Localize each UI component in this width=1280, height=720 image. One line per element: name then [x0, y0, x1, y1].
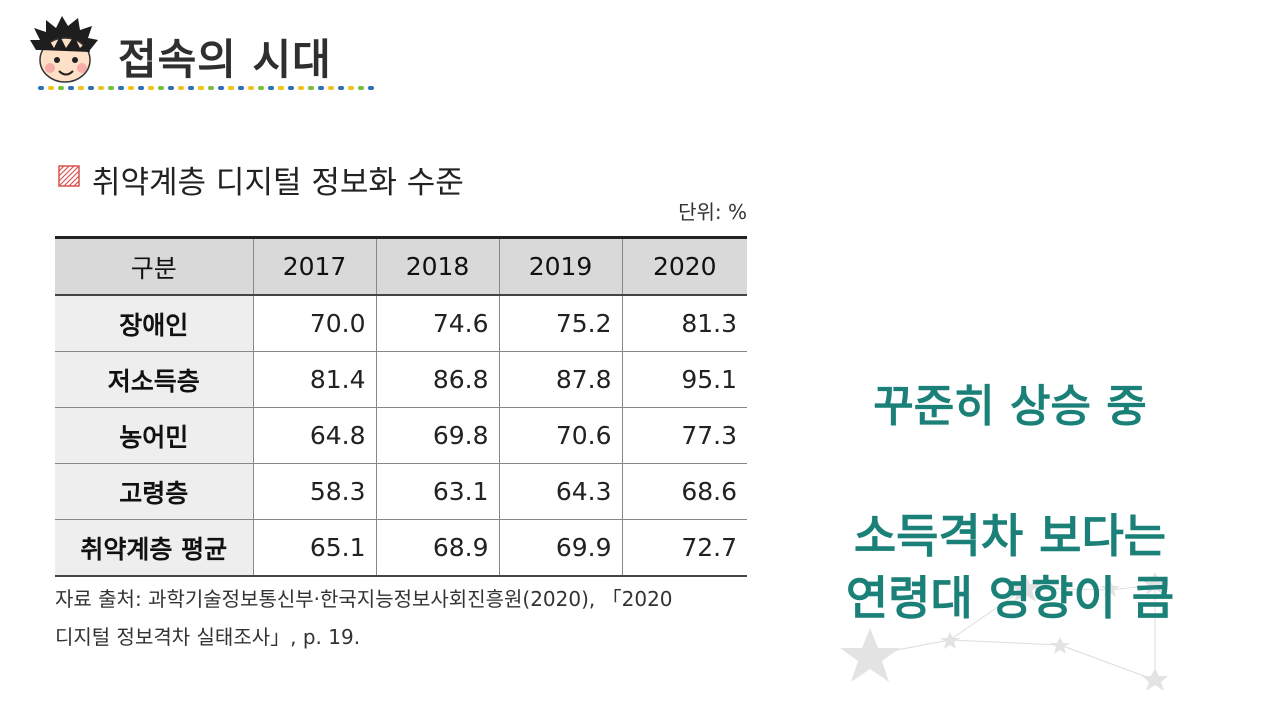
table-cell: 68.6 [621, 463, 747, 520]
table-cell: 64.8 [252, 407, 377, 464]
divider-dot [58, 86, 64, 90]
table-cell: 64.3 [498, 463, 623, 520]
divider-dot [98, 86, 104, 90]
divider-dot [138, 86, 144, 90]
header: 접속의 시대 [28, 14, 388, 94]
table-cell: 86.8 [375, 351, 500, 408]
table-cell: 81.4 [252, 351, 377, 408]
table-header-row: 구분 2017 2018 2019 2020 [55, 236, 747, 296]
divider-dot [198, 86, 204, 90]
boy-face-icon [30, 16, 98, 83]
table-cell: 69.8 [375, 407, 500, 464]
star-constellation-icon [840, 572, 1168, 691]
divider-dot [208, 86, 214, 90]
divider-dot [158, 86, 164, 90]
table-row: 고령층 58.3 63.1 64.3 68.6 [55, 463, 747, 520]
row-label: 고령층 [55, 463, 254, 520]
divider-dot [348, 86, 354, 90]
divider-dot [148, 86, 154, 90]
row-label: 취약계층 평균 [55, 519, 254, 577]
callout-line: 소득격차 보다는 [853, 509, 1167, 563]
table-cell: 63.1 [375, 463, 500, 520]
table-row: 장애인 70.0 74.6 75.2 81.3 [55, 294, 747, 352]
table-title: 취약계층 디지털 정보화 수준 [92, 165, 464, 201]
table-cell: 81.3 [621, 294, 747, 352]
divider-dot [48, 86, 54, 90]
column-header: 2017 [252, 236, 377, 296]
table-row: 취약계층 평균 65.1 68.9 69.9 72.7 [55, 519, 747, 577]
digital-level-table: 구분 2017 2018 2019 2020 장애인 70.0 74.6 75.… [55, 236, 747, 577]
table-cell: 69.9 [498, 519, 623, 577]
table-row: 농어민 64.8 69.8 70.6 77.3 [55, 407, 747, 464]
divider-dot [328, 86, 334, 90]
column-header: 2020 [621, 236, 747, 296]
column-header: 2018 [375, 236, 500, 296]
divider-dot [308, 86, 314, 90]
row-label: 농어민 [55, 407, 254, 464]
divider-dot [168, 86, 174, 90]
source-line: 자료 출처: 과학기술정보통신부·한국지능정보사회진흥원(2020), 「202… [55, 587, 673, 611]
table-cell: 58.3 [252, 463, 377, 520]
hatched-square-icon [58, 165, 80, 187]
table-cell: 70.6 [498, 407, 623, 464]
divider-dot [38, 86, 44, 90]
divider-dot [128, 86, 134, 90]
divider-dot [218, 86, 224, 90]
divider-dot [318, 86, 324, 90]
table-cell: 95.1 [621, 351, 747, 408]
divider-dot [338, 86, 344, 90]
table-cell: 65.1 [252, 519, 377, 577]
source-citation: 자료 출처: 과학기술정보통신부·한국지능정보사회진흥원(2020), 「202… [55, 580, 755, 656]
table-cell: 72.7 [621, 519, 747, 577]
row-label: 장애인 [55, 294, 254, 352]
divider-dot [68, 86, 74, 90]
table-cell: 77.3 [621, 407, 747, 464]
unit-label: 단위: % [678, 200, 747, 224]
divider-dot [108, 86, 114, 90]
divider-dot [188, 86, 194, 90]
table-cell: 74.6 [375, 294, 500, 352]
table-cell: 68.9 [375, 519, 500, 577]
callout-rising: 꾸준히 상승 중 [873, 381, 1147, 432]
divider-dot [278, 86, 284, 90]
divider-dot [88, 86, 94, 90]
divider-dot [248, 86, 254, 90]
column-header: 구분 [55, 236, 254, 296]
table-cell: 70.0 [252, 294, 377, 352]
callout-line: 연령대 영향이 큼 [845, 571, 1175, 625]
divider-dot [238, 86, 244, 90]
source-line: 디지털 정보격차 실태조사」, p. 19. [55, 625, 361, 649]
divider-dot [258, 86, 264, 90]
table-cell: 87.8 [498, 351, 623, 408]
divider-dot [268, 86, 274, 90]
row-label: 저소득층 [55, 351, 254, 408]
table-row: 저소득층 81.4 86.8 87.8 95.1 [55, 351, 747, 408]
dotted-divider [38, 86, 374, 90]
divider-dot [358, 86, 364, 90]
callout-age-effect: 소득격차 보다는 연령대 영향이 큼 [800, 505, 1220, 629]
divider-dot [118, 86, 124, 90]
divider-dot [178, 86, 184, 90]
divider-dot [288, 86, 294, 90]
divider-dot [78, 86, 84, 90]
table-cell: 75.2 [498, 294, 623, 352]
divider-dot [228, 86, 234, 90]
divider-dot [368, 86, 374, 90]
divider-dot [298, 86, 304, 90]
page-title: 접속의 시대 [118, 35, 332, 84]
column-header: 2019 [498, 236, 623, 296]
